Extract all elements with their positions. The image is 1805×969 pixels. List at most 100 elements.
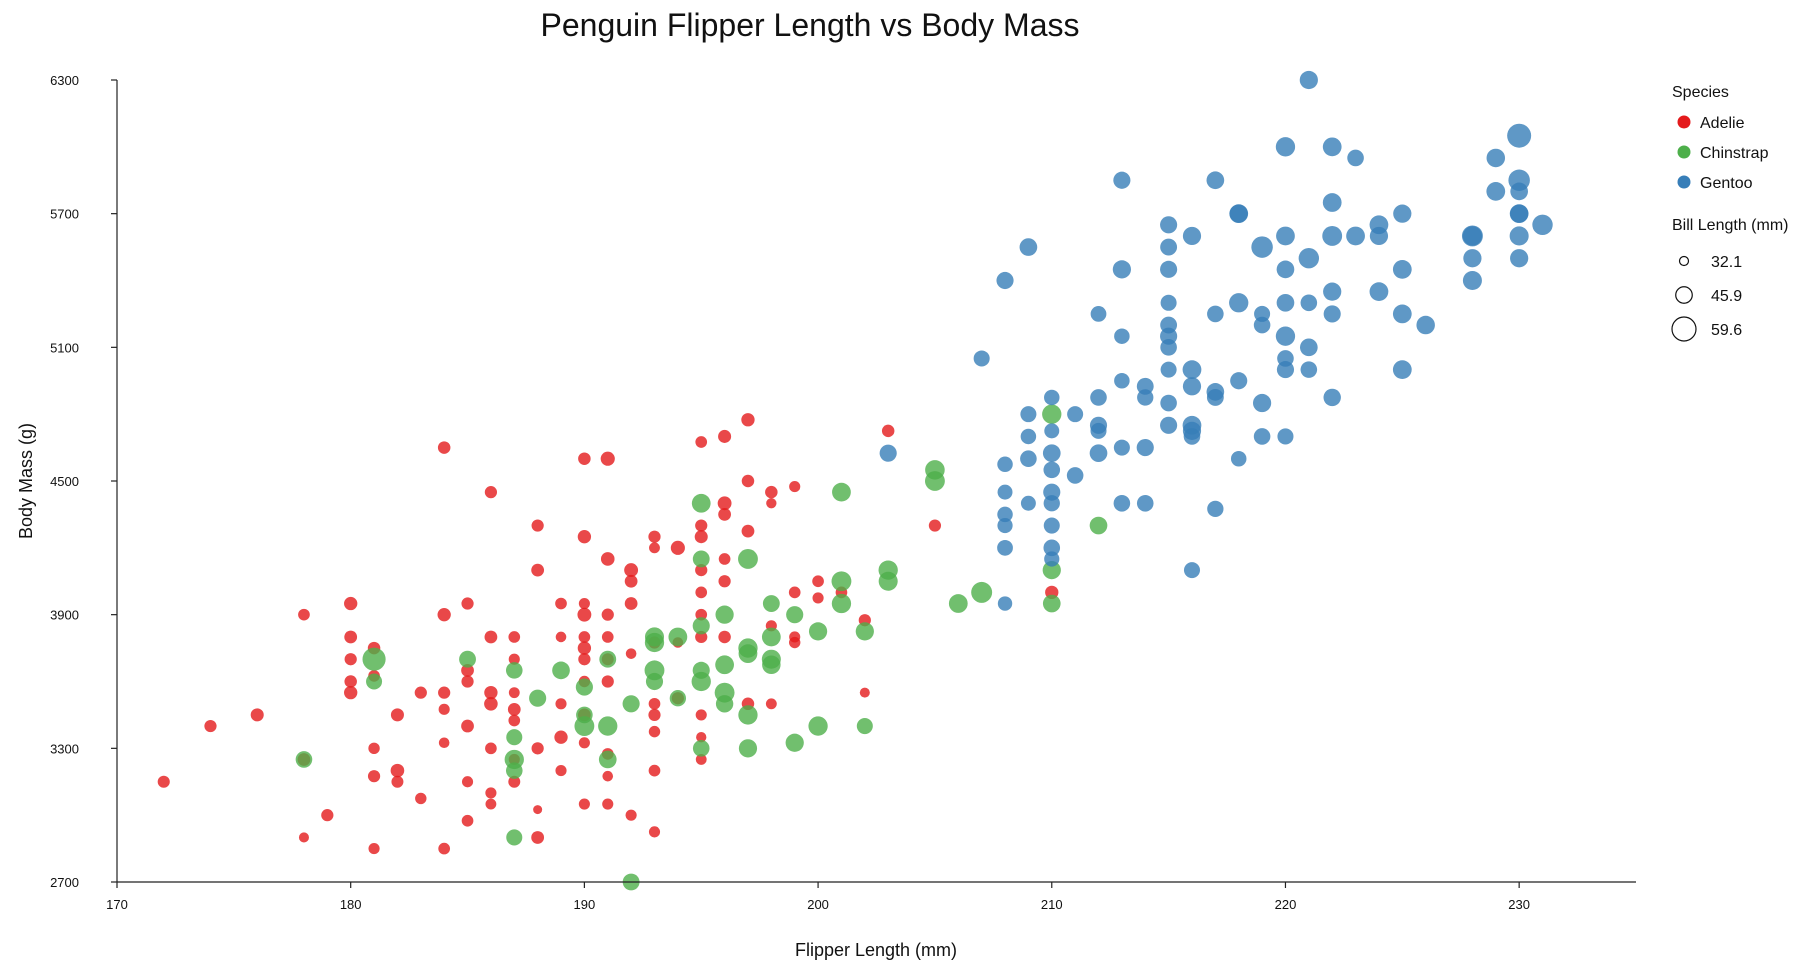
legend-marker-chinstrap [1677,145,1691,159]
data-point [461,663,474,677]
data-point [1043,495,1060,512]
data-point [789,636,801,649]
data-point [1299,338,1318,357]
data-point [602,798,614,810]
data-point [1276,361,1295,379]
data-point [1322,193,1342,212]
data-point [625,809,637,821]
data-point [788,586,801,599]
x-tick-label: 220 [1275,897,1297,912]
data-point [1043,461,1061,479]
legend-size-label: 32.1 [1711,254,1742,271]
legend-size-title: Bill Length (mm) [1672,217,1788,234]
data-point [438,686,451,699]
data-point [344,675,357,688]
legend-label-chinstrap: Chinstrap [1700,145,1769,162]
ticks-layer: 170 180 190 200 210 220 230 2700 3300 3900 4500 510… [50,73,1530,912]
data-point [924,471,945,491]
data-point [461,597,474,610]
data-point [461,776,474,788]
data-point [508,653,520,665]
data-point [971,581,993,603]
data-point [648,764,661,777]
data-point [695,754,707,765]
data-point [695,630,708,644]
data-point [554,730,568,744]
data-point [996,271,1014,290]
data-point [1510,249,1529,268]
data-point [1509,226,1529,246]
data-point [832,482,851,502]
data-point [578,798,590,810]
legend-label-gentoo: Gentoo [1700,175,1753,192]
data-point [1346,226,1365,246]
data-point [695,436,708,448]
data-point [1137,389,1154,406]
data-point [578,631,591,643]
data-point [1207,500,1224,518]
data-point [157,775,170,788]
data-point [668,627,688,647]
legend-size-label: 59.6 [1711,322,1742,339]
data-point [461,719,474,733]
series-gentoo [879,70,1553,611]
data-point [344,685,358,700]
data-point [1276,260,1295,279]
data-point [881,424,895,438]
data-point [765,698,777,710]
data-point [1114,328,1130,344]
data-point [1275,137,1296,157]
data-point [1206,389,1224,406]
data-point [831,571,852,592]
data-point [1486,182,1506,201]
axes-layer [116,80,1636,883]
data-point [1160,238,1178,256]
data-point [762,595,780,612]
data-point [344,653,357,666]
data-point [1160,294,1177,311]
data-point [1089,516,1108,535]
data-point [1090,389,1107,406]
data-point [484,685,498,700]
data-point [695,709,707,721]
data-point [691,671,711,692]
data-point [1044,389,1060,406]
data-point [997,596,1013,611]
data-point [578,597,590,610]
data-point [1323,282,1342,301]
data-point [692,617,710,635]
data-point [715,605,734,624]
data-point [577,641,592,655]
legend-species-items: Adelie Chinstrap Gentoo [1677,115,1769,192]
data-point [948,594,968,613]
data-point [692,550,710,568]
data-point [601,631,614,643]
data-point [648,826,661,838]
data-point [1486,148,1506,168]
data-point [624,597,638,610]
data-point [438,703,450,715]
data-point [691,493,711,513]
data-point [648,725,661,738]
data-point [298,608,310,621]
y-tick-label: 3900 [50,608,79,623]
data-point [1020,495,1036,511]
data-point [624,563,639,578]
data-point [997,539,1013,556]
legend-species-title: Species [1672,84,1729,101]
data-point [1229,293,1249,313]
data-point [598,750,617,769]
data-point [738,705,758,725]
data-point [578,737,590,749]
data-point [508,687,520,699]
data-point [533,805,543,815]
data-point [484,486,498,499]
data-point [485,742,497,755]
data-point [555,597,567,610]
data-point [1276,293,1295,312]
data-point [692,740,710,757]
data-point [997,484,1013,500]
y-tick-label: 6300 [50,73,79,88]
data-point [649,542,660,554]
legend-size-marker [1675,286,1693,304]
